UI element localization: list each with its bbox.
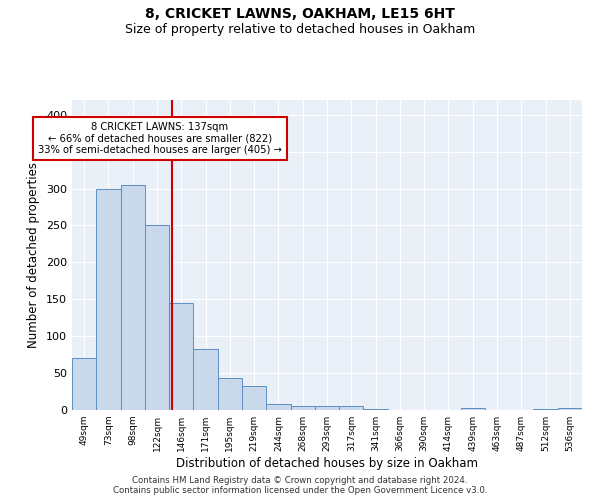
Y-axis label: Number of detached properties: Number of detached properties: [28, 162, 40, 348]
Bar: [218, 378, 242, 410]
Text: Size of property relative to detached houses in Oakham: Size of property relative to detached ho…: [125, 22, 475, 36]
Bar: [193, 350, 218, 410]
Bar: [96, 188, 121, 410]
Bar: [72, 358, 96, 410]
Bar: [145, 226, 169, 410]
Bar: [339, 406, 364, 410]
Bar: [533, 408, 558, 410]
Bar: [290, 406, 315, 410]
Bar: [242, 386, 266, 410]
Bar: [315, 406, 339, 410]
Text: 8 CRICKET LAWNS: 137sqm
← 66% of detached houses are smaller (822)
33% of semi-d: 8 CRICKET LAWNS: 137sqm ← 66% of detache…: [38, 122, 282, 156]
Text: Distribution of detached houses by size in Oakham: Distribution of detached houses by size …: [176, 457, 478, 470]
Bar: [121, 185, 145, 410]
Text: Contains HM Land Registry data © Crown copyright and database right 2024.
Contai: Contains HM Land Registry data © Crown c…: [113, 476, 487, 495]
Bar: [461, 408, 485, 410]
Bar: [169, 303, 193, 410]
Bar: [558, 408, 582, 410]
Bar: [266, 404, 290, 410]
Text: 8, CRICKET LAWNS, OAKHAM, LE15 6HT: 8, CRICKET LAWNS, OAKHAM, LE15 6HT: [145, 8, 455, 22]
